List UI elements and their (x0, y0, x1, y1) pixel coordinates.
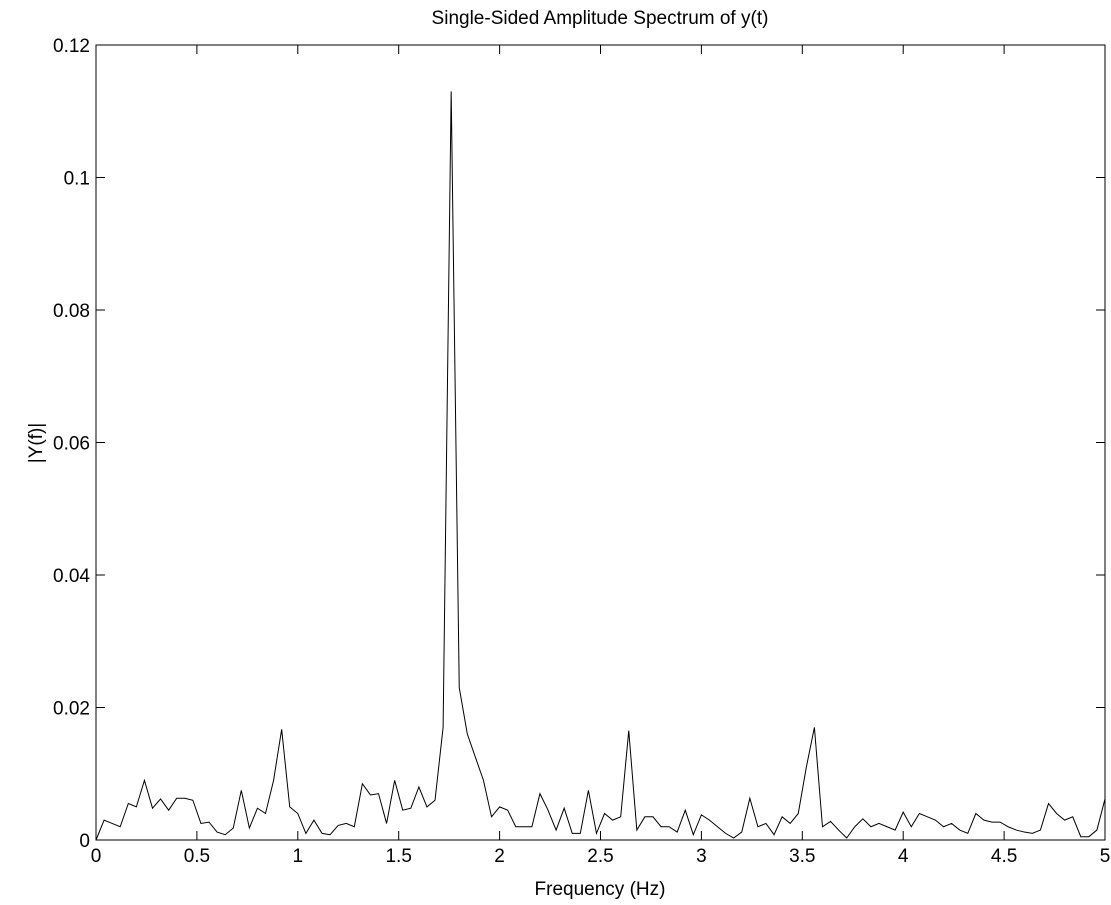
data-line (95, 91, 1106, 841)
x-tick-label: 2.5 (587, 846, 613, 867)
x-tick-label: 4 (898, 846, 909, 867)
x-tick-label: 0.5 (184, 846, 210, 867)
chart-title: Single-Sided Amplitude Spectrum of y(t) (432, 8, 769, 29)
x-tick-label: 3 (696, 846, 707, 867)
x-tick-label: 1 (293, 846, 304, 867)
plot-box (95, 44, 1106, 841)
y-tick-label: 0.04 (53, 566, 90, 587)
y-tick-label: 0.06 (53, 434, 90, 455)
y-tick-label: 0.1 (64, 169, 90, 190)
x-tick-label: 5 (1100, 846, 1111, 867)
x-tick-label: 0 (91, 846, 102, 867)
x-tick-label: 1.5 (385, 846, 411, 867)
x-tick-label: 3.5 (789, 846, 815, 867)
x-axis-label: Frequency (Hz) (535, 879, 666, 900)
x-tick-label: 4.5 (991, 846, 1017, 867)
y-tick-label: 0.12 (53, 36, 90, 57)
y-tick-label: 0.08 (53, 301, 90, 322)
y-tick-label: 0.02 (53, 699, 90, 720)
y-tick-label: 0 (79, 831, 90, 852)
x-tick-label: 2 (494, 846, 505, 867)
y-axis-label: |Y(f)| (26, 423, 47, 463)
